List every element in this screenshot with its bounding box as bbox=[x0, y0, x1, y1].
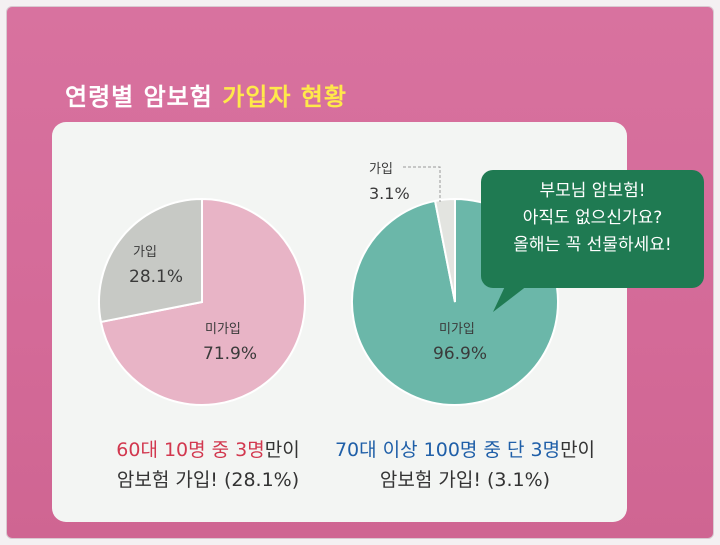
pie2-joined-label: 가입 bbox=[369, 162, 393, 177]
pie1-notjoined-value: 71.9% bbox=[203, 344, 257, 364]
caption-70s-line2: 암보험 가입! (3.1%) bbox=[379, 469, 551, 491]
title-highlight: 가입자 현황 bbox=[222, 83, 347, 111]
speech-bubble: 부모님 암보험! 아직도 없으신가요? 올해는 꼭 선물하세요! bbox=[481, 170, 704, 288]
caption-70s-rest: 만이 bbox=[560, 439, 596, 461]
pie1-notjoined-label: 미가입 bbox=[205, 322, 241, 337]
pie2-slice-joined bbox=[433, 197, 456, 303]
title-text: 연령별 암보험 bbox=[65, 83, 223, 111]
bubble-line-3: 올해는 꼭 선물하세요! bbox=[513, 235, 672, 255]
callout-line bbox=[403, 166, 441, 202]
caption-60s-rest: 만이 bbox=[264, 439, 300, 461]
pie2-notjoined-value: 96.9% bbox=[433, 344, 487, 364]
caption-60s: 60대 10명 중 3명만이 암보험 가입! (28.1%) bbox=[93, 435, 323, 495]
caption-70s-highlight: 70대 이상 100명 중 단 3명 bbox=[334, 439, 561, 461]
bubble-line-2: 아직도 없으신가요? bbox=[522, 208, 663, 228]
pie1-slice-joined bbox=[98, 197, 203, 324]
pie2-joined-value: 3.1% bbox=[369, 184, 410, 203]
caption-70s: 70대 이상 100명 중 단 3명만이 암보험 가입! (3.1%) bbox=[325, 435, 605, 495]
pie1-joined-label: 가입 bbox=[133, 245, 157, 260]
pie1-joined-value: 28.1% bbox=[129, 267, 183, 287]
bubble-line-1: 부모님 암보험! bbox=[539, 181, 646, 201]
pie2-notjoined-label: 미가입 bbox=[439, 322, 475, 337]
caption-60s-line2: 암보험 가입! (28.1%) bbox=[116, 469, 300, 491]
speech-bubble-tail bbox=[493, 282, 532, 312]
page-title: 연령별 암보험 가입자 현황 bbox=[65, 77, 347, 112]
page-frame: 연령별 암보험 가입자 현황 가입 3.1% 가입 28.1% 미가입 71.9… bbox=[6, 6, 714, 539]
caption-60s-highlight: 60대 10명 중 3명 bbox=[116, 439, 265, 461]
pie-chart-60s bbox=[98, 197, 306, 406]
